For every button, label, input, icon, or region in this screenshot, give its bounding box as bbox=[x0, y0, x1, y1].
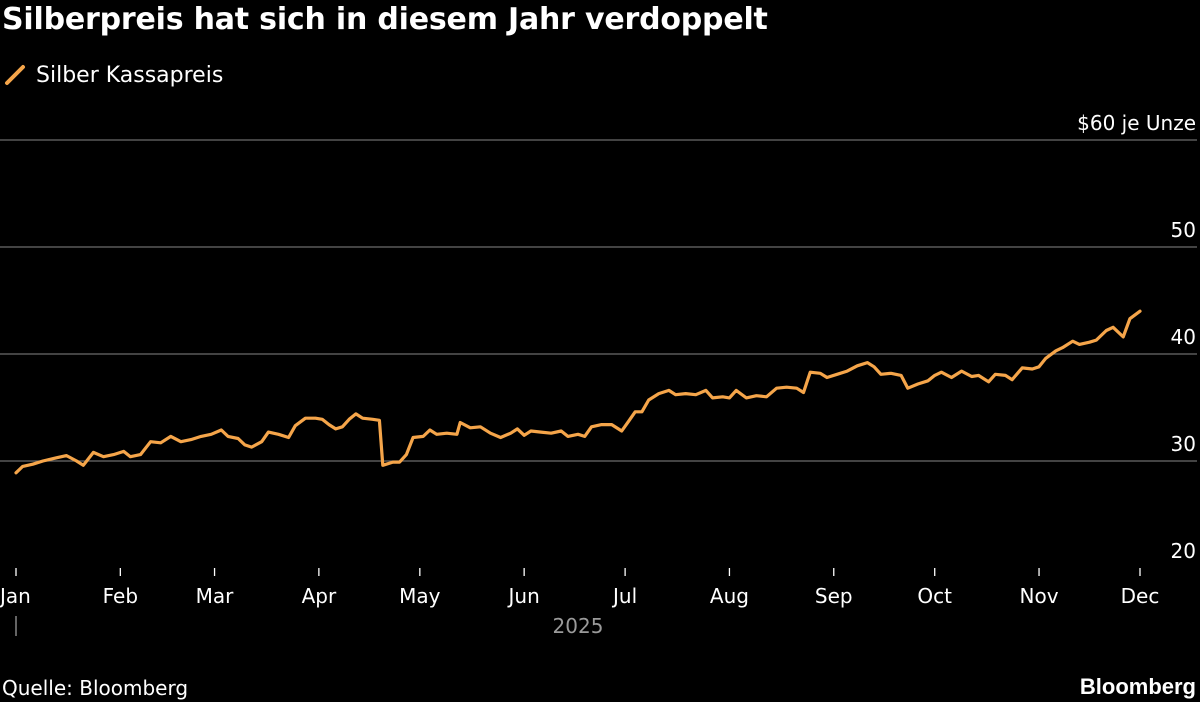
x-tick-label-oct: Oct bbox=[917, 584, 952, 608]
x-tick-label-mar: Mar bbox=[196, 584, 235, 608]
y-tick-label-60: $60 je Unze bbox=[1077, 111, 1196, 135]
x-tick-label-feb: Feb bbox=[103, 584, 138, 608]
legend-line-icon bbox=[5, 65, 25, 85]
y-tick-label-50: 50 bbox=[1171, 218, 1196, 242]
legend: Silber Kassapreis bbox=[2, 60, 223, 90]
x-tick-label-aug: Aug bbox=[710, 584, 749, 608]
x-tick-label-jun: Jun bbox=[507, 584, 540, 608]
bloomberg-logo: Bloomberg bbox=[1079, 674, 1196, 699]
x-tick-label-apr: Apr bbox=[302, 584, 337, 608]
y-tick-label-40: 40 bbox=[1171, 325, 1196, 349]
x-tick-label-dec: Dec bbox=[1121, 584, 1160, 608]
x-tick-label-may: May bbox=[399, 584, 441, 608]
year-label: 2025 bbox=[553, 614, 604, 638]
series-line-silber-kassapreis bbox=[14, 309, 1142, 475]
x-tick-label-jul: Jul bbox=[611, 584, 637, 608]
y-tick-label-20: 20 bbox=[1171, 539, 1196, 563]
chart-title: Silberpreis hat sich in diesem Jahr verd… bbox=[2, 2, 768, 37]
x-tick-label-jan: Jan bbox=[0, 584, 31, 608]
line-chart: 20 30 40 50 $60 je Unze Jan Feb Mar Apr May Jun Jul… bbox=[0, 111, 1197, 638]
x-tick-label-sep: Sep bbox=[815, 584, 853, 608]
source-note: Quelle: Bloomberg bbox=[2, 676, 189, 700]
x-tick-label-nov: Nov bbox=[1020, 584, 1059, 608]
y-tick-label-30: 30 bbox=[1171, 432, 1196, 456]
legend-label: Silber Kassapreis bbox=[36, 62, 224, 88]
